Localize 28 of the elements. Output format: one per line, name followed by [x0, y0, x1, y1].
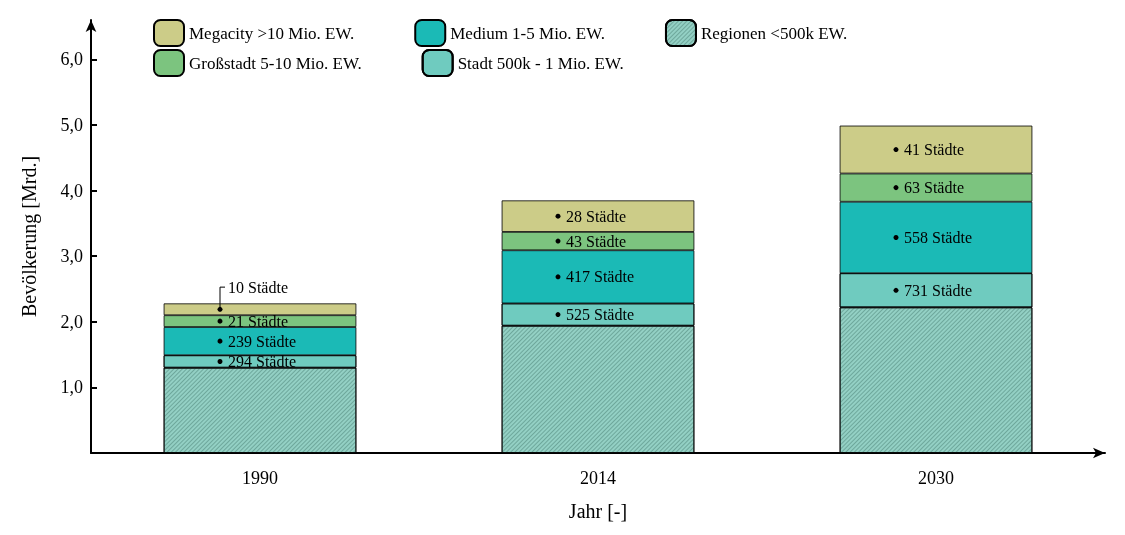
legend-label: Großstadt 5-10 Mio. EW. — [189, 53, 362, 73]
x-tick-label: 1990 — [242, 468, 278, 488]
y-tick-label: 4,0 — [60, 180, 83, 201]
annotation: 294 Städte — [228, 352, 296, 370]
legend-label: Megacity >10 Mio. EW. — [189, 23, 355, 43]
y-tick-label: 3,0 — [60, 246, 83, 267]
legend-label: Medium 1-5 Mio. EW. — [450, 23, 605, 43]
y-tick-label: 6,0 — [60, 49, 83, 70]
x-tick-label: 2014 — [580, 468, 616, 488]
annotation: 525 Städte — [566, 306, 634, 324]
y-tick-label: 2,0 — [60, 311, 83, 332]
annotation: 731 Städte — [904, 281, 972, 299]
annotation: 21 Städte — [228, 312, 288, 330]
x-axis-title: Jahr [-] — [568, 500, 628, 522]
legend-label: Regionen <500k EW. — [700, 23, 848, 43]
y-tick-label: 1,0 — [60, 377, 83, 398]
annotation: 10 Städte — [228, 278, 288, 296]
legend-label: Stadt 500k - 1 Mio. EW. — [457, 53, 624, 73]
annotation: 28 Städte — [566, 207, 626, 225]
annotation: 63 Städte — [904, 179, 964, 197]
annotation: 558 Städte — [904, 228, 972, 246]
x-tick-label: 2030 — [918, 468, 954, 488]
y-axis-title: Bevölkerung [Mrd.] — [18, 155, 41, 318]
annotation: 417 Städte — [566, 268, 634, 286]
annotation: 41 Städte — [904, 141, 964, 159]
annotation: 43 Städte — [566, 232, 626, 250]
y-tick-label: 5,0 — [60, 114, 83, 135]
annotation: 239 Städte — [228, 332, 296, 350]
